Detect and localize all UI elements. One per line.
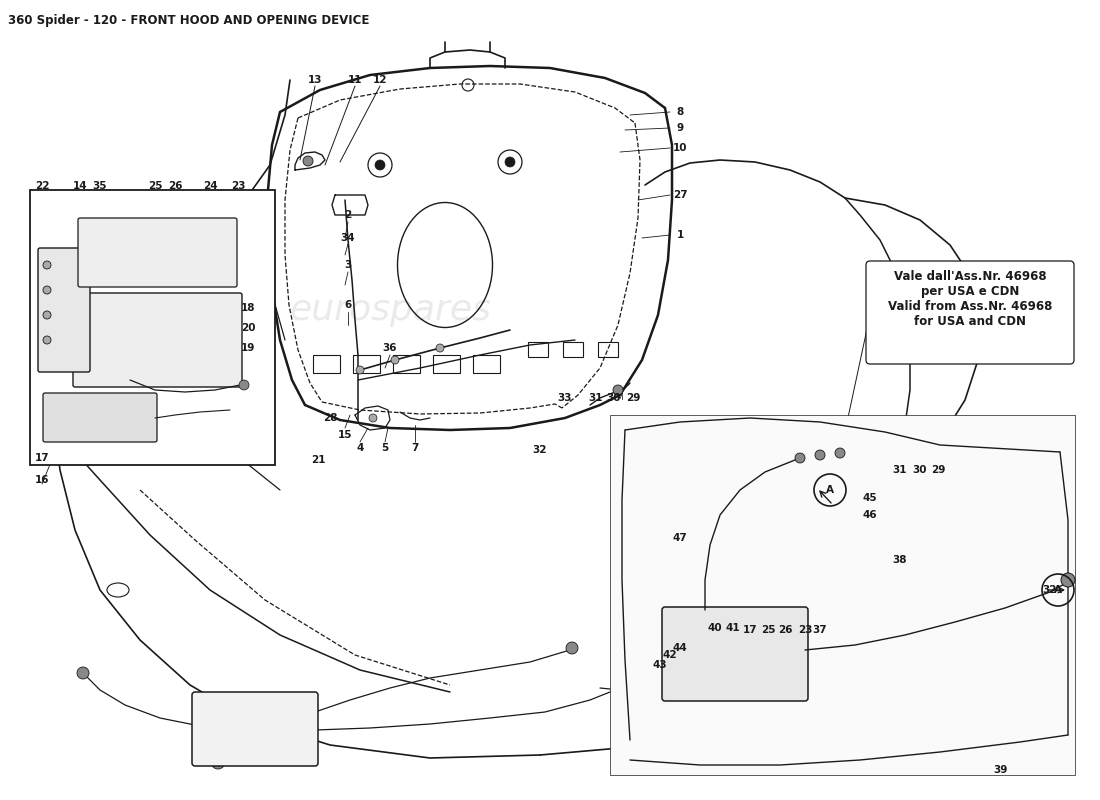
Circle shape [613, 385, 623, 395]
Circle shape [356, 366, 364, 374]
Text: 8: 8 [676, 107, 683, 117]
Text: 2: 2 [344, 210, 352, 220]
Text: eurospares: eurospares [289, 293, 491, 327]
Bar [393, 355, 420, 373]
Text: 3: 3 [344, 260, 352, 270]
Circle shape [835, 448, 845, 458]
Circle shape [239, 380, 249, 390]
Bar [563, 342, 583, 357]
Text: 16: 16 [35, 475, 50, 485]
FancyBboxPatch shape [192, 692, 318, 766]
Circle shape [795, 453, 805, 463]
Text: 23: 23 [231, 181, 245, 191]
Text: 39: 39 [993, 765, 1008, 775]
Circle shape [505, 157, 515, 167]
Text: 18: 18 [241, 303, 255, 313]
Text: 46: 46 [862, 510, 878, 520]
Text: 22: 22 [35, 181, 50, 191]
FancyBboxPatch shape [43, 393, 157, 442]
FancyBboxPatch shape [662, 607, 808, 701]
Circle shape [77, 667, 89, 679]
Text: 9: 9 [676, 123, 683, 133]
Text: 30: 30 [913, 465, 927, 475]
Bar [433, 355, 460, 373]
Text: 5: 5 [382, 443, 388, 453]
Text: 32: 32 [532, 445, 548, 455]
Text: 26: 26 [778, 625, 792, 635]
Circle shape [368, 414, 377, 422]
Text: 17: 17 [742, 625, 757, 635]
Circle shape [390, 356, 399, 364]
Text: 20: 20 [241, 323, 255, 333]
Circle shape [43, 286, 51, 294]
Text: 28: 28 [322, 413, 338, 423]
Circle shape [211, 755, 226, 769]
Text: 41: 41 [726, 623, 740, 633]
FancyBboxPatch shape [39, 248, 90, 372]
Text: 36: 36 [383, 343, 397, 353]
Circle shape [302, 156, 313, 166]
Bar [598, 342, 618, 357]
Circle shape [566, 642, 578, 654]
Text: 1: 1 [676, 230, 683, 240]
Text: 14: 14 [73, 181, 87, 191]
Text: 24: 24 [202, 181, 218, 191]
Circle shape [1062, 573, 1075, 587]
Text: 10: 10 [673, 143, 688, 153]
Text: 23: 23 [798, 625, 812, 635]
Text: 6: 6 [344, 300, 352, 310]
Text: 12: 12 [373, 75, 387, 85]
Bar [314, 355, 340, 373]
Text: 30: 30 [607, 393, 621, 403]
Text: 38: 38 [893, 555, 907, 565]
Text: A: A [826, 485, 834, 495]
Text: 4: 4 [356, 443, 364, 453]
Circle shape [43, 336, 51, 344]
Text: 15: 15 [338, 430, 352, 440]
Text: 31: 31 [588, 393, 603, 403]
Text: 34: 34 [341, 233, 355, 243]
Circle shape [375, 160, 385, 170]
Text: 13: 13 [308, 75, 322, 85]
Text: 7: 7 [411, 443, 419, 453]
Text: M: M [617, 394, 624, 402]
FancyBboxPatch shape [866, 261, 1074, 364]
Circle shape [436, 344, 444, 352]
Text: 11: 11 [348, 75, 362, 85]
Circle shape [43, 311, 51, 319]
Text: 37: 37 [813, 625, 827, 635]
Bar [528, 342, 548, 357]
Text: 26: 26 [167, 181, 183, 191]
Text: 35: 35 [92, 181, 108, 191]
Text: 25: 25 [761, 625, 776, 635]
Text: 44: 44 [672, 643, 688, 653]
Text: 29: 29 [931, 465, 945, 475]
Text: 47: 47 [672, 533, 688, 543]
Text: 360 Spider - 120 - FRONT HOOD AND OPENING DEVICE: 360 Spider - 120 - FRONT HOOD AND OPENIN… [8, 14, 370, 27]
Text: 25: 25 [147, 181, 163, 191]
FancyBboxPatch shape [78, 218, 236, 287]
FancyBboxPatch shape [73, 293, 242, 387]
Bar [30, 190, 275, 465]
Text: 32: 32 [1043, 585, 1057, 595]
Text: eurospares: eurospares [645, 515, 815, 545]
Text: Vale dall'Ass.Nr. 46968
per USA e CDN
Valid from Ass.Nr. 46968
for USA and CDN: Vale dall'Ass.Nr. 46968 per USA e CDN Va… [888, 270, 1053, 328]
Text: 33: 33 [558, 393, 572, 403]
Text: 27: 27 [673, 190, 688, 200]
Bar [353, 355, 380, 373]
Text: 21: 21 [310, 455, 326, 465]
Text: 17: 17 [35, 453, 50, 463]
Circle shape [815, 450, 825, 460]
Bar [473, 355, 500, 373]
Text: 29: 29 [626, 393, 640, 403]
Text: 42: 42 [662, 650, 678, 660]
Text: 45: 45 [862, 493, 878, 503]
Text: 19: 19 [241, 343, 255, 353]
Bar [610, 415, 1075, 775]
Text: A: A [1054, 585, 1062, 595]
Text: 31: 31 [893, 465, 907, 475]
Circle shape [43, 261, 51, 269]
Text: 40: 40 [707, 623, 723, 633]
Text: 43: 43 [652, 660, 668, 670]
